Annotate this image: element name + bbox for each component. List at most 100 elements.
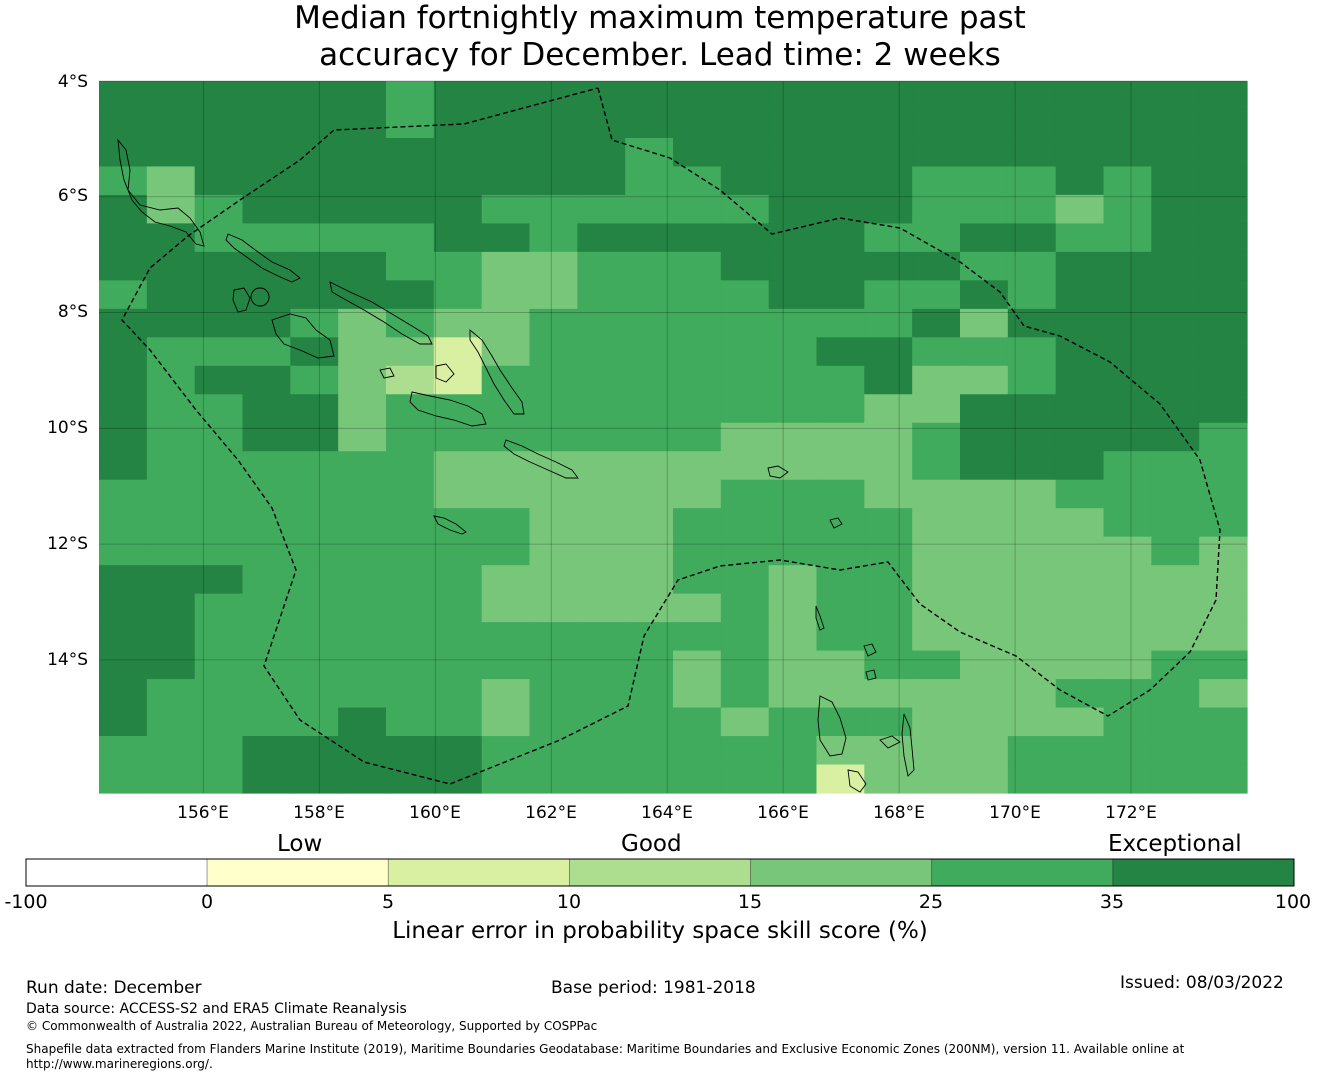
skill-cell [338,764,387,794]
category-low: Low [277,831,323,857]
skill-cell [338,365,387,395]
skill-cell [99,251,148,281]
skill-cell [1151,536,1200,566]
skill-cell [481,365,531,395]
skill-cell [1151,479,1200,509]
skill-cell [912,479,961,509]
skill-cell [912,251,961,281]
skill-cell [816,308,865,338]
skill-cell [146,565,196,595]
skill-cell [1103,479,1152,509]
skill-cell [529,337,578,367]
lat-label-10s: 10°S [47,418,88,438]
skill-cell [146,223,196,253]
skill-cell [194,479,244,509]
skill-cell [146,137,196,168]
lon-label-166e: 166°E [757,803,809,823]
skill-cell [720,337,770,367]
skill-cell [1151,223,1200,253]
skill-cell [768,81,818,111]
skill-cell [816,137,865,168]
skill-cell [625,422,674,452]
skill-cell [1007,337,1057,367]
skill-cell [1199,394,1248,424]
eez-boundary [121,87,1221,785]
skill-cell [768,422,818,452]
skill-cell [433,223,483,253]
skill-cell [338,593,387,623]
skill-cell [1103,707,1152,737]
skill-cell [864,194,913,224]
skill-cell [1055,508,1105,538]
skill-cell [433,593,483,623]
skill-cell [242,479,291,509]
skill-cell [338,308,387,338]
skill-cell [1055,565,1105,595]
skill-cell [433,337,483,367]
skill-cell [194,536,244,566]
skill-cell [290,194,339,224]
skill-cell [1199,137,1248,168]
skill-cell [577,81,626,111]
skill-cell [529,280,578,310]
skill-cell [433,650,483,680]
skill-cell [290,422,339,452]
skill-cell [481,394,531,424]
skill-cell [720,280,770,310]
skill-cell [1151,81,1200,111]
skill-cell [1199,365,1248,395]
skill-cell [386,280,435,310]
skill-cell [1055,764,1105,794]
skill-cell [960,137,1009,168]
skill-cell [194,679,244,709]
skill-cell [816,593,865,623]
skill-cell [1151,565,1200,595]
skill-cell [816,365,865,395]
skill-cell [146,308,196,338]
skill-cell [673,622,722,652]
skill-cell [529,479,578,509]
base-period: Base period: 1981-2018 [551,978,756,998]
skill-cell [577,422,626,452]
skill-cell [146,251,196,281]
skill-cell [146,707,196,737]
skill-cell [99,479,148,509]
skill-cell [1151,109,1200,139]
skill-cell [99,536,148,566]
skill-cell [1007,394,1057,424]
skill-cell [1055,194,1105,224]
skill-cell [1199,109,1248,139]
category-exceptional: Exceptional [1108,831,1242,857]
skill-cell [1151,308,1200,338]
skill-cell [816,223,865,253]
skill-cell [864,365,913,395]
skill-cell [481,81,531,111]
skill-cell [1055,536,1105,566]
skill-cell [338,280,387,310]
skill-cell [1055,422,1105,452]
skill-cell [577,137,626,168]
island-russell [379,367,395,379]
map-title: Median fortnightly maximum temperature p… [0,0,1320,74]
skill-cell [1055,394,1105,424]
skill-cell [194,508,244,538]
skill-cell [625,736,674,766]
skill-cell [338,622,387,652]
skill-cell [1103,593,1152,623]
skill-cell [99,223,148,253]
skill-cell [1007,479,1057,509]
skill-cell [912,650,961,680]
skill-cell [1007,166,1057,196]
island-florida [435,363,455,383]
skill-cell [1103,764,1152,794]
skill-cell [960,422,1009,452]
skill-cell [720,479,770,509]
skill-cell [625,280,674,310]
skill-cell [625,479,674,509]
skill-cell [816,280,865,310]
skill-cell [386,650,435,680]
skill-cell [577,394,626,424]
skill-cell [1199,223,1248,253]
skill-cell [768,622,818,652]
skill-cell [912,707,961,737]
